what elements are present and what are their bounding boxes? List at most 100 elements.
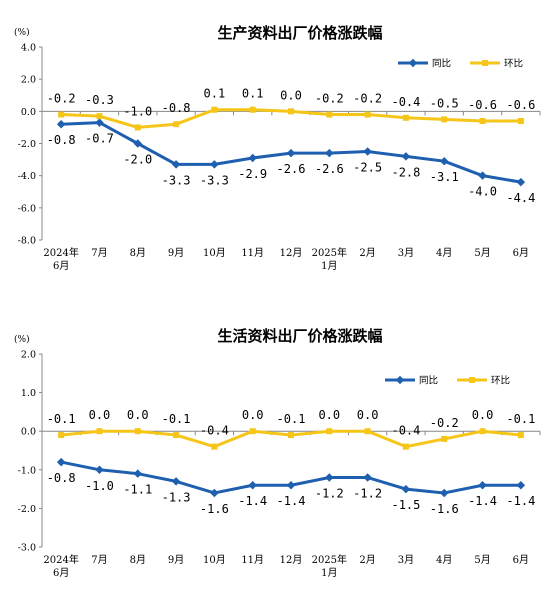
data-point [210, 488, 219, 498]
data-point [441, 116, 448, 123]
data-point [56, 119, 66, 129]
x-tick-label: 2025年 1月 [312, 553, 347, 579]
legend-label: 环比 [504, 58, 523, 70]
data-label: -2.5 [353, 161, 382, 175]
data-point [133, 469, 143, 478]
data-label: -3.3 [200, 173, 229, 187]
y-tick-label: 2.0 [21, 75, 36, 86]
data-label: -1.2 [353, 487, 382, 501]
data-label: -3.1 [430, 170, 459, 184]
data-point [364, 111, 371, 118]
y-tick-label: -2.0 [18, 139, 36, 150]
data-point [286, 480, 296, 490]
x-tick-label: 7月 [91, 554, 107, 566]
data-label: 0.0 [280, 88, 302, 102]
data-label: -1.4 [277, 494, 306, 508]
data-point [96, 113, 103, 120]
y-tick-label: -6.0 [18, 203, 36, 214]
data-label: -1.4 [506, 494, 535, 508]
x-tick-label: 12月 [280, 247, 303, 259]
x-tick-label: 2月 [359, 247, 375, 259]
data-label: 0.0 [318, 408, 340, 422]
data-label: -0.1 [506, 412, 535, 426]
x-tick-label: 7月 [91, 247, 107, 259]
y-tick-label: -4.0 [18, 171, 36, 182]
data-label: -1.0 [85, 479, 114, 493]
data-label: -2.8 [391, 165, 420, 179]
data-point [95, 465, 104, 475]
data-point [288, 108, 294, 115]
data-point [249, 106, 256, 113]
data-point [517, 432, 524, 439]
data-label: -0.2 [353, 92, 382, 106]
y-tick-label: -2.0 [18, 504, 36, 515]
data-label: -0.8 [47, 471, 76, 485]
data-point [210, 160, 219, 169]
data-label: 0.0 [127, 408, 149, 422]
data-point [401, 484, 411, 494]
data-label: 0.0 [89, 408, 111, 422]
x-tick-label: 3月 [398, 554, 414, 566]
data-point [479, 428, 486, 435]
legend-label: 同比 [419, 375, 438, 387]
y-tick-label: -3.0 [18, 543, 36, 554]
data-label: -1.2 [315, 487, 344, 501]
data-label: -1.6 [200, 502, 229, 516]
data-point [439, 488, 449, 498]
legend-marker [469, 377, 475, 383]
data-point [248, 480, 257, 490]
data-label: -1.0 [123, 104, 152, 118]
data-label: -0.4 [391, 424, 420, 438]
data-label: -0.6 [506, 98, 535, 112]
data-label: -2.0 [123, 153, 152, 167]
data-point [248, 153, 257, 163]
data-point [133, 139, 143, 148]
x-tick-label: 4月 [436, 554, 452, 566]
data-point [211, 106, 218, 113]
data-point [171, 477, 181, 486]
x-tick-label: 2024年 6月 [43, 553, 78, 579]
x-tick-label: 9月 [168, 554, 184, 566]
data-point [211, 443, 218, 450]
legend-marker [482, 60, 488, 66]
data-point [402, 443, 409, 450]
chart-title: 生活资料出厂价格涨跌幅 [217, 327, 382, 345]
data-label: -0.8 [162, 101, 191, 115]
legend-label: 环比 [491, 375, 510, 387]
x-tick-label: 6月 [513, 554, 529, 566]
chart-living-materials: 生活资料出厂价格涨跌幅 (%) 2.0 1.0 0.0 -1.0 -2.0 -3.0 2024年… [14, 327, 541, 579]
data-point [402, 114, 409, 121]
data-label: -1.1 [123, 483, 152, 497]
y-tick-label: -1.0 [18, 465, 36, 476]
data-label: -0.2 [47, 92, 76, 106]
x-tick-label: 2月 [359, 554, 375, 566]
data-point [363, 147, 372, 156]
x-tick-label: 8月 [130, 247, 146, 259]
data-point [286, 148, 296, 158]
data-label: 0.0 [472, 408, 494, 422]
data-point [363, 473, 372, 482]
data-point [364, 428, 371, 435]
data-point [56, 457, 66, 467]
data-label: 0.1 [204, 87, 226, 101]
x-tick-label: 10月 [203, 247, 226, 259]
data-point [325, 148, 334, 158]
data-label: 0.0 [357, 408, 379, 422]
y-tick-label: -8.0 [18, 236, 36, 247]
data-point [479, 117, 486, 124]
data-label: -1.5 [391, 498, 420, 512]
data-label: -0.5 [430, 96, 459, 110]
legend-label: 同比 [432, 58, 451, 70]
data-point [173, 432, 180, 439]
data-point [58, 432, 65, 439]
data-point [134, 428, 141, 435]
data-label: -0.4 [200, 424, 229, 438]
data-label: -4.0 [468, 185, 497, 199]
data-label: -0.1 [47, 412, 76, 426]
data-point [134, 124, 141, 131]
data-point [401, 152, 411, 161]
data-point [173, 121, 180, 128]
x-tick-label: 8月 [130, 554, 146, 566]
data-label: -3.3 [162, 173, 191, 187]
x-tick-label: 2024年 6月 [43, 246, 78, 272]
